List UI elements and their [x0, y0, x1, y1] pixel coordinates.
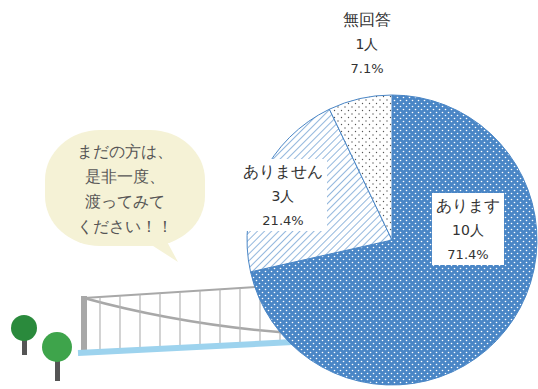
slice-label: 無回答 1人 7.1%: [339, 7, 395, 79]
bridge-hanger: [179, 292, 180, 347]
slice-label: あります 10人 71.4%: [432, 193, 504, 265]
pie-slice: [329, 95, 392, 240]
label-background: [432, 193, 504, 265]
annotation-text: まだの方は、: [77, 142, 173, 161]
label-background: [339, 7, 395, 79]
bridge-tower: [81, 296, 87, 354]
bridge-hanger: [239, 288, 240, 343]
tree: [42, 332, 72, 362]
bridge-hanger: [99, 297, 100, 351]
slice-label: ありません 3人 21.4%: [239, 159, 327, 231]
annotation-text: 是非一度、: [85, 167, 165, 186]
speech-bubble: まだの方は、是非一度、渡ってみてください！！: [45, 130, 205, 262]
bridge-hanger: [119, 296, 120, 350]
pie-slices: [247, 95, 537, 385]
tree: [11, 315, 37, 341]
value-label: 7.1%: [350, 61, 383, 76]
bridge-hanger: [199, 291, 200, 346]
count-label: 1人: [356, 36, 379, 52]
value-label: 71.4%: [447, 247, 488, 262]
bubble-body: [45, 130, 205, 246]
category-label: ありません: [243, 162, 323, 181]
bridge-hanger: [159, 293, 160, 348]
chart-svg: まだの方は、是非一度、渡ってみてください！！ あります 10人 71.4% ありません 3…: [0, 0, 538, 389]
annotation-text: 渡ってみて: [85, 192, 165, 211]
count-label: 3人: [272, 188, 295, 204]
category-label: あります: [436, 196, 500, 215]
bridge-hanger: [219, 289, 220, 344]
annotation-text: ください！！: [77, 217, 173, 236]
data-labels: あります 10人 71.4% ありません 3人 21.4% 無回答 1人 7.1%: [239, 7, 504, 265]
bridge-hanger: [139, 294, 140, 348]
value-label: 21.4%: [262, 213, 303, 228]
count-label: 10人: [452, 222, 484, 238]
label-background: [239, 159, 327, 231]
category-label: 無回答: [343, 10, 391, 29]
chart-container: まだの方は、是非一度、渡ってみてください！！ あります 10人 71.4% ありません 3…: [0, 0, 538, 389]
